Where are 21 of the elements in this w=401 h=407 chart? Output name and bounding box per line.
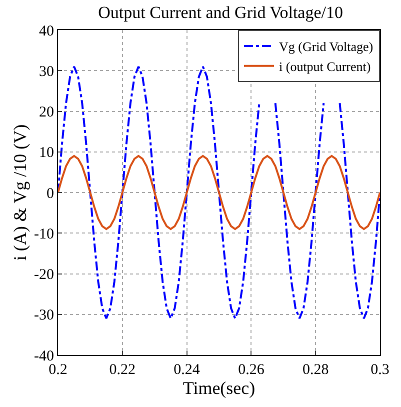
x-tick-label: 0.24 xyxy=(174,362,200,378)
x-tick-label: 0.3 xyxy=(370,362,390,378)
x-tick-label: 0.2 xyxy=(48,362,68,378)
y-tick-label: 40 xyxy=(39,23,54,40)
y-tick-label: 10 xyxy=(39,145,54,162)
y-tick-label: -20 xyxy=(34,267,54,283)
x-tick-label: 0.28 xyxy=(302,362,329,378)
legend-label: Vg (Grid Voltage) xyxy=(279,39,374,54)
chart-title: Output Current and Grid Voltage/10 xyxy=(98,3,344,22)
x-tick-label: 0.26 xyxy=(238,362,265,378)
y-tick-label: 20 xyxy=(39,104,54,120)
x-axis-title: Time(sec) xyxy=(182,378,256,398)
legend-label: i (output Current) xyxy=(279,58,371,74)
y-tick-label: 30 xyxy=(39,64,54,80)
y-tick-label: -10 xyxy=(34,226,54,242)
y-tick-label: -40 xyxy=(34,348,54,364)
y-tick-label: -30 xyxy=(34,308,54,324)
x-tick-label: 0.22 xyxy=(109,362,136,378)
y-axis-title: i (A) & Vg /10 (V) xyxy=(10,124,30,261)
line-series xyxy=(58,154,380,230)
y-tick-label: 0 xyxy=(46,186,54,202)
